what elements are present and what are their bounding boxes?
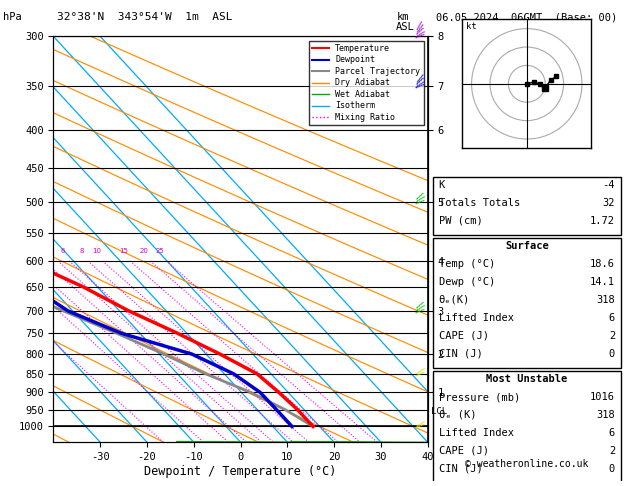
Text: /: /: [414, 28, 424, 40]
X-axis label: Dewpoint / Temperature (°C): Dewpoint / Temperature (°C): [145, 465, 337, 478]
Text: /: /: [414, 303, 424, 314]
Text: 1.72: 1.72: [590, 216, 615, 226]
Text: © weatheronline.co.uk: © weatheronline.co.uk: [465, 459, 589, 469]
Text: /: /: [415, 73, 423, 85]
Text: 10: 10: [92, 247, 101, 254]
Text: 6: 6: [61, 247, 65, 254]
Text: /: /: [416, 21, 422, 32]
Text: 25: 25: [156, 247, 164, 254]
Text: /: /: [414, 26, 424, 37]
Text: 0: 0: [609, 464, 615, 474]
Text: 15: 15: [120, 247, 128, 254]
Bar: [433, 371, 621, 483]
Text: /: /: [414, 300, 424, 312]
Text: Totals Totals: Totals Totals: [438, 198, 520, 208]
Text: LCL: LCL: [431, 407, 448, 416]
Text: CIN (J): CIN (J): [438, 464, 482, 474]
Text: Lifted Index: Lifted Index: [438, 313, 513, 323]
Text: /: /: [414, 365, 424, 377]
Text: /: /: [414, 418, 424, 430]
Text: /: /: [414, 191, 424, 203]
Text: Most Unstable: Most Unstable: [486, 374, 567, 384]
Text: 2: 2: [609, 331, 615, 341]
Text: 20: 20: [140, 247, 148, 254]
Text: /: /: [413, 196, 425, 208]
Legend: Temperature, Dewpoint, Parcel Trajectory, Dry Adiabat, Wet Adiabat, Isotherm, Mi: Temperature, Dewpoint, Parcel Trajectory…: [309, 41, 423, 125]
Text: CIN (J): CIN (J): [438, 348, 482, 359]
Text: 32°38'N  343°54'W  1m  ASL: 32°38'N 343°54'W 1m ASL: [57, 12, 232, 22]
Text: θₑ (K): θₑ (K): [438, 410, 476, 420]
Bar: [433, 177, 621, 235]
Text: 318: 318: [596, 410, 615, 420]
Text: K: K: [438, 180, 445, 190]
Text: /: /: [414, 76, 424, 87]
Text: 32: 32: [603, 198, 615, 208]
Text: 0: 0: [609, 348, 615, 359]
Text: CAPE (J): CAPE (J): [438, 446, 489, 456]
Text: /: /: [413, 81, 425, 92]
Text: /: /: [414, 78, 424, 90]
Text: 18.6: 18.6: [590, 259, 615, 269]
Text: /: /: [413, 421, 425, 432]
Text: /: /: [413, 305, 425, 316]
Text: hPa: hPa: [3, 12, 22, 22]
Text: 6: 6: [609, 428, 615, 438]
Bar: [433, 238, 621, 367]
Text: 06.05.2024  06GMT  (Base: 00): 06.05.2024 06GMT (Base: 00): [436, 12, 618, 22]
Text: /: /: [414, 194, 424, 205]
Text: Lifted Index: Lifted Index: [438, 428, 513, 438]
Text: /: /: [413, 368, 425, 380]
Text: Temp (°C): Temp (°C): [438, 259, 495, 269]
Text: 8: 8: [79, 247, 84, 254]
Text: θₑ(K): θₑ(K): [438, 295, 470, 305]
Text: Surface: Surface: [505, 241, 548, 251]
Text: /: /: [413, 31, 425, 42]
Text: 318: 318: [596, 295, 615, 305]
Text: kt: kt: [466, 22, 477, 31]
Text: Pressure (mb): Pressure (mb): [438, 392, 520, 402]
Text: ASL: ASL: [396, 22, 415, 32]
Text: 1016: 1016: [590, 392, 615, 402]
Text: 2: 2: [609, 446, 615, 456]
Text: km: km: [396, 12, 409, 22]
Text: PW (cm): PW (cm): [438, 216, 482, 226]
Text: -4: -4: [603, 180, 615, 190]
Text: 6: 6: [609, 313, 615, 323]
Text: 14.1: 14.1: [590, 277, 615, 287]
Text: /: /: [415, 23, 423, 35]
Text: CAPE (J): CAPE (J): [438, 331, 489, 341]
Text: Dewp (°C): Dewp (°C): [438, 277, 495, 287]
